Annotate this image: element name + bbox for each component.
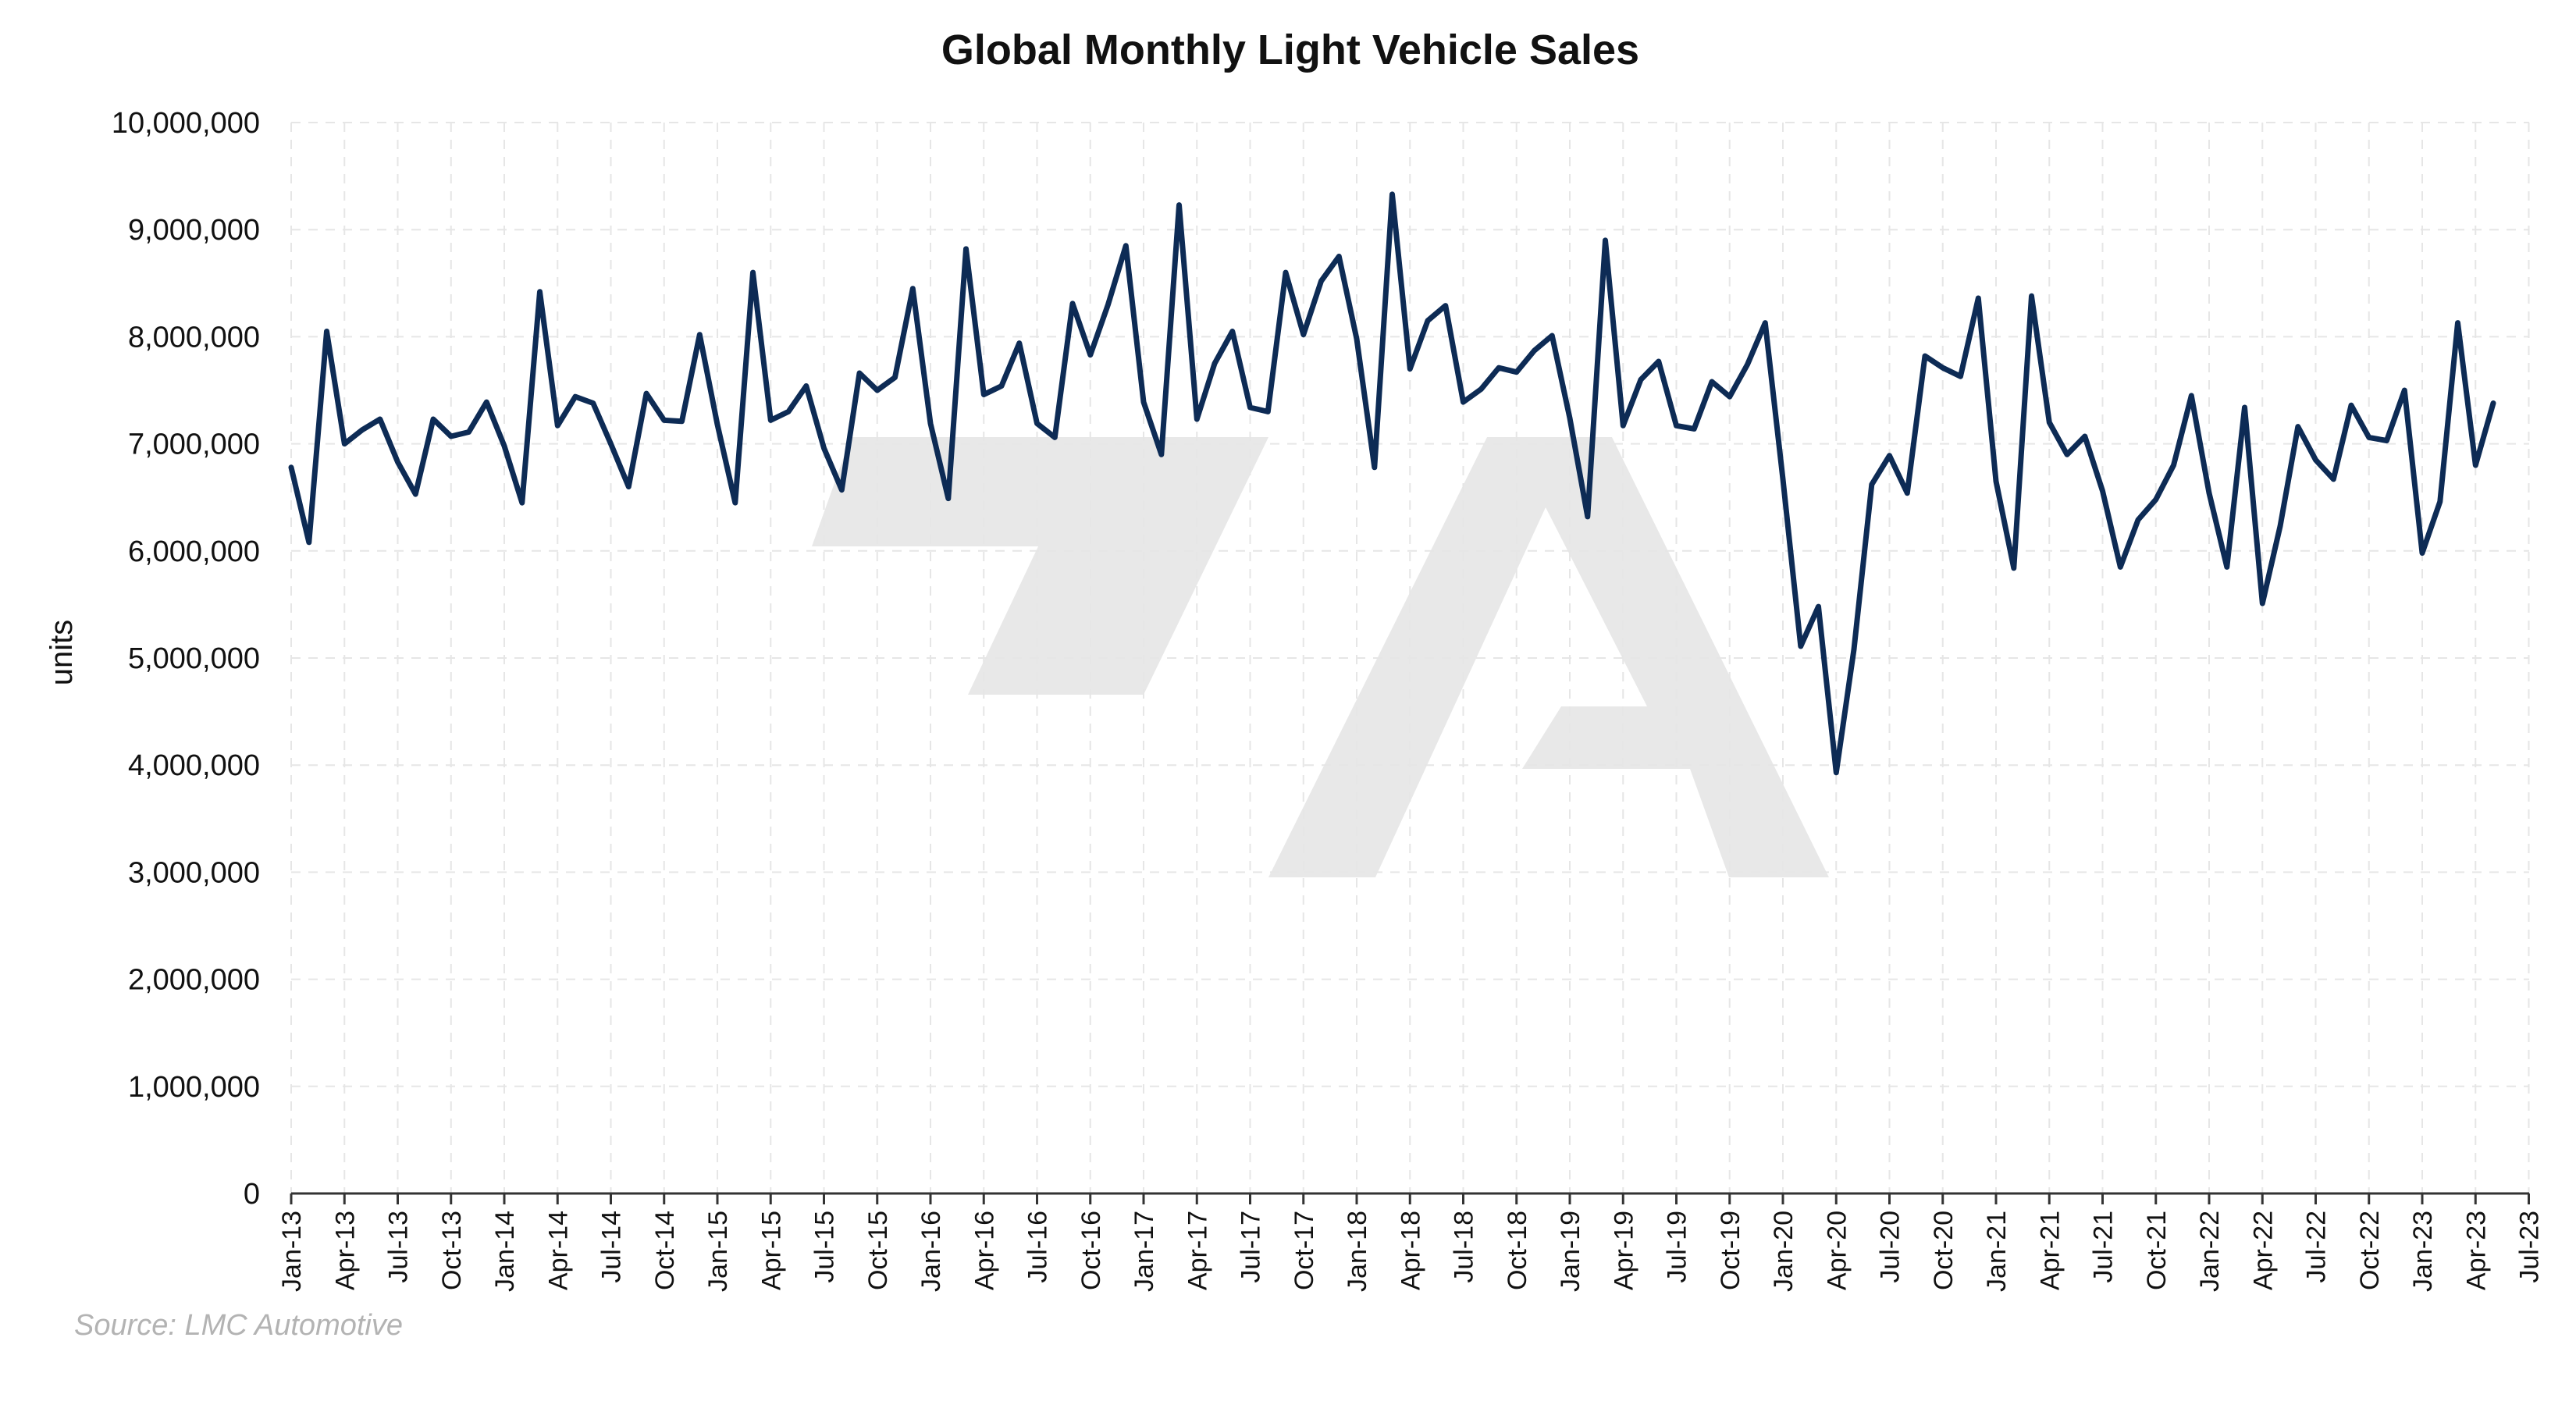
x-tick-label: Oct-16 (1076, 1211, 1106, 1290)
x-tick-label: Apr-18 (1396, 1211, 1425, 1290)
x-tick-label: Apr-17 (1183, 1211, 1212, 1290)
y-axis-label: units (44, 620, 79, 686)
x-tick-label: Apr-22 (2248, 1211, 2278, 1290)
y-tick-label: 1,000,000 (128, 1071, 260, 1104)
x-tick-label: Oct-21 (2142, 1211, 2172, 1290)
x-tick-label: Apr-13 (330, 1211, 360, 1290)
x-tick-label: Jul-23 (2515, 1211, 2545, 1283)
y-tick-label: 3,000,000 (128, 856, 260, 889)
x-tick-label: Jan-14 (490, 1211, 520, 1292)
x-tick-label: Jan-17 (1130, 1211, 1159, 1292)
x-tick-label: Jul-14 (597, 1211, 627, 1283)
x-tick-label: Jul-17 (1236, 1211, 1266, 1283)
y-tick-label: 9,000,000 (128, 214, 260, 247)
sales-series-line (288, 191, 2496, 776)
x-tick-label: Oct-18 (1503, 1211, 1532, 1290)
x-tick-label: Oct-20 (1929, 1211, 1959, 1290)
x-tick-label: Jul-22 (2302, 1211, 2332, 1283)
x-tick-label: Apr-14 (543, 1211, 573, 1290)
x-tick-label: Jul-21 (2089, 1211, 2119, 1283)
x-tick-label: Oct-13 (437, 1211, 467, 1290)
x-tick-label: Oct-15 (863, 1211, 893, 1290)
x-tick-label: Oct-17 (1290, 1211, 1319, 1290)
x-tick-label: Oct-22 (2355, 1211, 2385, 1290)
x-axis-ticks: Jan-13 Apr-13 Jul-13 Oct-13 Jan-14 Apr-14 Jul-… (277, 1193, 2545, 1292)
watermark-logo (812, 437, 1829, 877)
x-tick-label: Jan-18 (1343, 1211, 1372, 1292)
y-tick-label: 0 (244, 1178, 260, 1211)
x-tick-label: Jul-13 (384, 1211, 414, 1283)
x-tick-label: Jul-15 (810, 1211, 840, 1283)
x-tick-label: Jan-19 (1556, 1211, 1585, 1292)
x-tick-label: Jul-19 (1663, 1211, 1692, 1283)
y-tick-label: 4,000,000 (128, 749, 260, 782)
x-tick-label: Oct-14 (650, 1211, 680, 1290)
watermark-right-shape (1268, 437, 1829, 877)
x-tick-label: Jan-22 (2195, 1211, 2225, 1292)
x-tick-label: Jan-16 (916, 1211, 946, 1292)
x-tick-label: Apr-15 (756, 1211, 786, 1290)
gridlines (290, 122, 2530, 1193)
x-tick-label: Jan-21 (1982, 1211, 2012, 1292)
series-group (288, 191, 2496, 776)
y-tick-label: 10,000,000 (112, 107, 260, 140)
x-tick-label: Apr-23 (2461, 1211, 2491, 1290)
y-tick-label: 2,000,000 (128, 964, 260, 997)
x-tick-label: Jul-18 (1450, 1211, 1479, 1283)
x-tick-label: Apr-16 (970, 1211, 999, 1290)
x-tick-label: Jul-16 (1023, 1211, 1053, 1283)
source-note: Source: LMC Automotive (74, 1309, 403, 1342)
y-axis-ticks: 0 1,000,000 2,000,000 3,000,000 4,000,000 5,0… (112, 107, 260, 1211)
y-tick-label: 5,000,000 (128, 642, 260, 675)
x-tick-label: Jul-20 (1876, 1211, 1905, 1283)
x-tick-label: Jan-23 (2408, 1211, 2438, 1292)
chart-title: Global Monthly Light Vehicle Sales (941, 27, 1639, 73)
x-tick-label: Jan-15 (703, 1211, 733, 1292)
x-tick-label: Oct-19 (1716, 1211, 1745, 1290)
x-tick-label: Apr-19 (1609, 1211, 1638, 1290)
y-tick-label: 8,000,000 (128, 321, 260, 354)
x-tick-label: Apr-21 (2035, 1211, 2065, 1290)
y-tick-label: 7,000,000 (128, 429, 260, 461)
x-tick-label: Jan-20 (1769, 1211, 1799, 1292)
watermark-left-shape (812, 437, 1268, 695)
x-tick-label: Apr-20 (1822, 1211, 1852, 1290)
x-tick-label: Jan-13 (277, 1211, 307, 1292)
y-tick-label: 6,000,000 (128, 535, 260, 568)
